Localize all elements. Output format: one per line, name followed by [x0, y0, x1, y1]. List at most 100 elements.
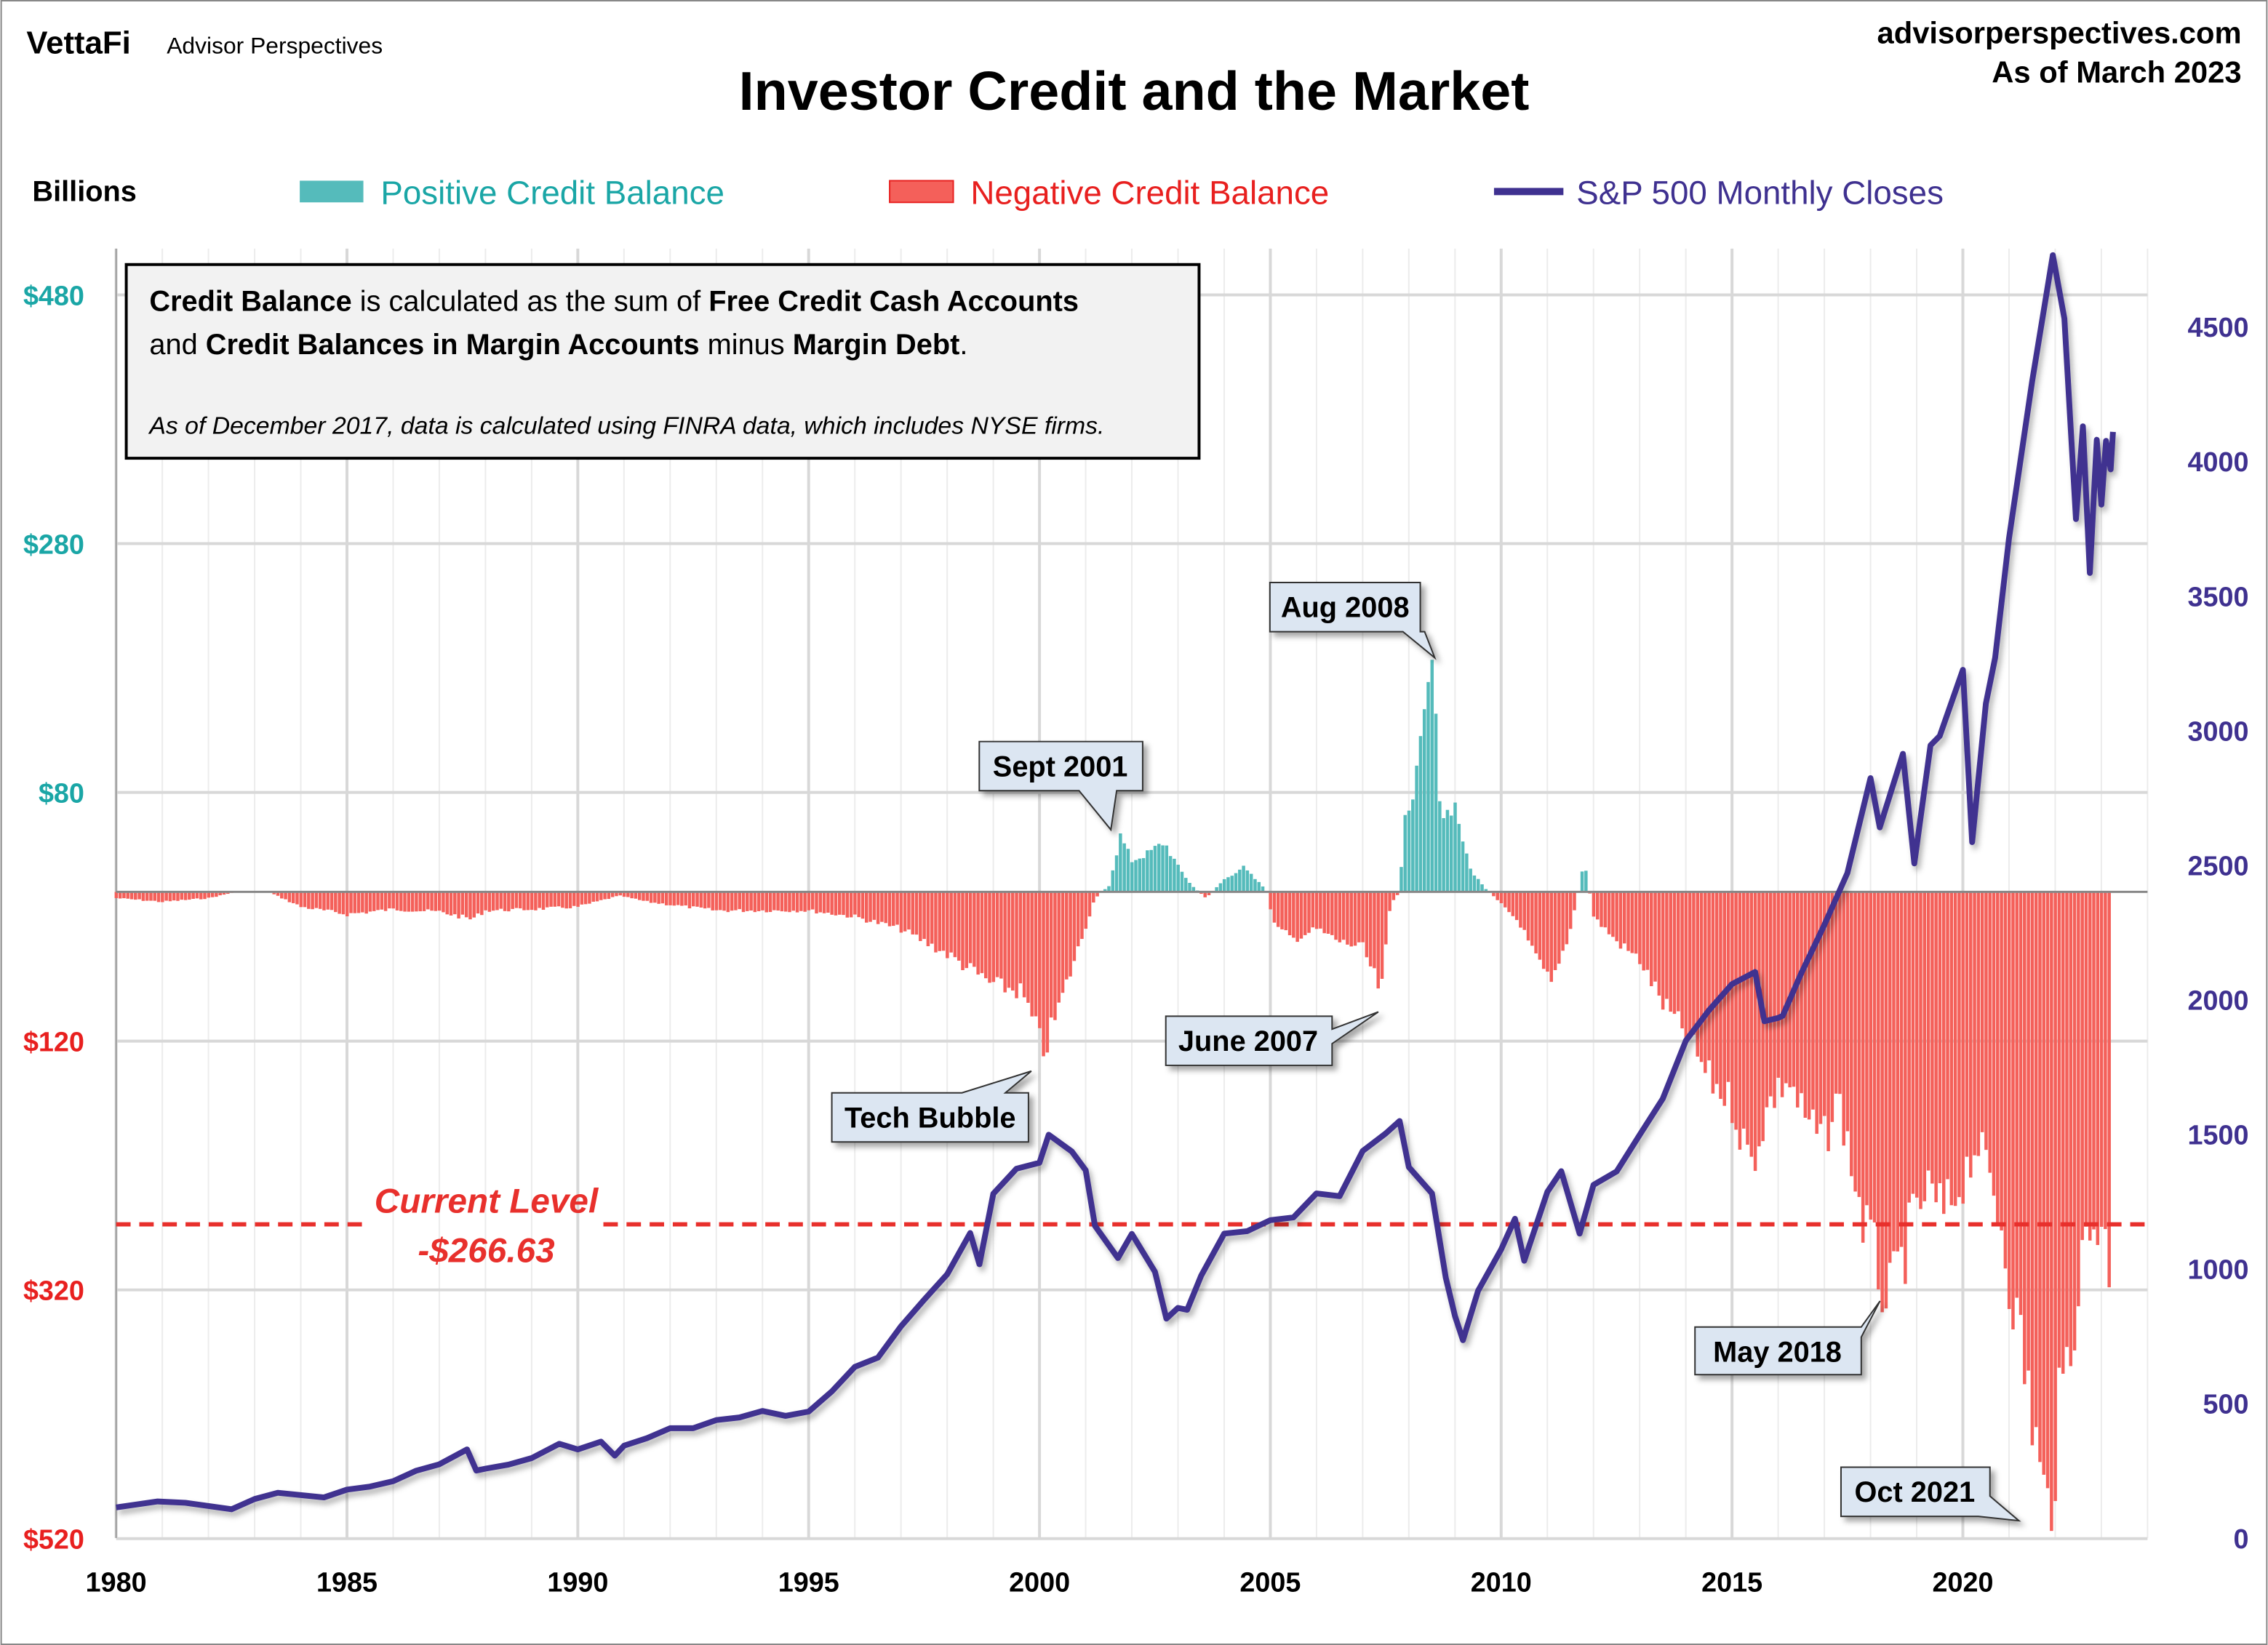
negative-credit-bar — [849, 892, 853, 918]
negative-credit-bar — [1380, 892, 1384, 979]
negative-credit-bar — [2099, 892, 2104, 1227]
negative-credit-bar — [534, 892, 538, 910]
negative-credit-bar — [472, 892, 476, 918]
positive-credit-bar — [1245, 870, 1250, 892]
negative-credit-bar — [2077, 892, 2080, 1307]
negative-credit-bar — [687, 892, 692, 909]
negative-credit-bar — [1853, 892, 1857, 1192]
negative-credit-bar — [680, 892, 684, 906]
negative-credit-bar — [572, 892, 576, 906]
negative-credit-bar — [930, 892, 934, 944]
negative-credit-bar — [1784, 892, 1788, 1084]
negative-credit-bar — [1688, 892, 1692, 1037]
negative-credit-bar — [995, 892, 999, 977]
negative-credit-bar — [599, 892, 603, 900]
negative-credit-bar — [164, 892, 168, 901]
negative-credit-bar — [1684, 892, 1688, 1041]
negative-credit-bar — [1373, 892, 1376, 969]
negative-credit-bar — [580, 892, 584, 905]
negative-credit-bar — [973, 892, 976, 967]
negative-credit-bar — [783, 892, 788, 912]
negative-credit-bar — [299, 892, 303, 908]
negative-credit-bar — [556, 892, 561, 907]
negative-credit-bar — [761, 892, 764, 910]
negative-credit-bar — [1622, 892, 1626, 944]
negative-credit-bar — [176, 892, 180, 901]
negative-credit-bar — [1049, 892, 1053, 1018]
negative-credit-bar — [356, 892, 361, 913]
negative-credit-bar — [314, 892, 319, 908]
negative-credit-bar — [1826, 892, 1830, 1151]
negative-credit-bar — [137, 892, 141, 900]
negative-credit-bar — [287, 892, 292, 902]
negative-credit-bar — [926, 892, 930, 947]
positive-credit-bar — [1165, 845, 1169, 892]
negative-credit-bar — [453, 892, 457, 915]
negative-credit-bar — [376, 892, 380, 910]
brand-subtitle: Advisor Perspectives — [167, 33, 383, 59]
positive-credit-bar — [1191, 886, 1196, 892]
negative-credit-bar — [403, 892, 407, 912]
negative-credit-bar — [1892, 892, 1896, 1252]
negative-credit-bar — [595, 892, 599, 902]
negative-credit-bar — [764, 892, 768, 913]
negative-credit-bar — [1704, 892, 1707, 1073]
as-of-date: As of March 2023 — [1992, 55, 2241, 89]
negative-credit-bar — [1930, 892, 1934, 1184]
callout-tech-bubble: Tech Bubble — [831, 1070, 1032, 1143]
negative-credit-bar — [899, 892, 903, 933]
positive-credit-bar — [1111, 870, 1115, 892]
x-tick-label: 2005 — [1239, 1567, 1301, 1598]
negative-credit-bar — [141, 892, 145, 901]
positive-credit-bar — [1234, 873, 1238, 892]
negative-credit-bar — [1830, 892, 1834, 1122]
positive-credit-bar — [1472, 875, 1477, 892]
positive-credit-bar — [1469, 868, 1472, 892]
negative-credit-bar — [660, 892, 665, 904]
positive-credit-bar — [1411, 799, 1415, 892]
negative-credit-bar — [691, 892, 695, 907]
negative-credit-bar — [591, 892, 595, 902]
negative-credit-bar — [1776, 892, 1781, 1078]
negative-credit-bar — [834, 892, 838, 916]
negative-credit-bar — [1996, 892, 2000, 1225]
positive-credit-bar — [1230, 876, 1234, 892]
negative-credit-bar — [1530, 892, 1534, 946]
positive-credit-bar — [1253, 878, 1257, 892]
negative-credit-bar — [818, 892, 823, 913]
negative-credit-bar — [1899, 892, 1904, 1247]
negative-credit-bar — [1984, 892, 1988, 1150]
negative-credit-bar — [341, 892, 346, 915]
positive-credit-bar — [1438, 801, 1442, 892]
positive-credit-bar — [1403, 815, 1407, 892]
negative-credit-bar — [1388, 892, 1391, 911]
negative-credit-bar — [869, 892, 872, 922]
positive-credit-bar — [1103, 889, 1107, 892]
positive-credit-bar — [1457, 823, 1461, 892]
negative-credit-bar — [2011, 892, 2015, 1330]
negative-credit-bar — [457, 892, 460, 918]
negative-credit-bar — [983, 892, 988, 979]
legend-label-sp500: S&P 500 Monthly Closes — [1576, 174, 1944, 211]
negative-credit-bar — [1661, 892, 1665, 1010]
negative-credit-bar — [318, 892, 322, 909]
positive-credit-bar — [1445, 809, 1450, 892]
negative-credit-bar — [1665, 892, 1669, 999]
current-level-label: Current Level — [375, 1182, 599, 1221]
positive-credit-bar — [1399, 867, 1403, 892]
negative-credit-bar — [561, 892, 564, 908]
negative-credit-bar — [1546, 892, 1549, 972]
negative-credit-bar — [191, 892, 195, 900]
negative-credit-bar — [1657, 892, 1661, 996]
negative-credit-bar — [699, 892, 703, 908]
negative-credit-bar — [1030, 892, 1034, 1017]
positive-credit-bar — [1146, 850, 1149, 892]
left-tick-label: $520 — [23, 1525, 84, 1556]
positive-credit-bar — [1415, 765, 1418, 892]
negative-credit-bar — [1499, 892, 1504, 903]
negative-credit-bar — [2061, 892, 2065, 1374]
negative-credit-bar — [892, 892, 895, 926]
negative-credit-bar — [780, 892, 784, 912]
right-tick-label: 4000 — [2188, 447, 2249, 478]
